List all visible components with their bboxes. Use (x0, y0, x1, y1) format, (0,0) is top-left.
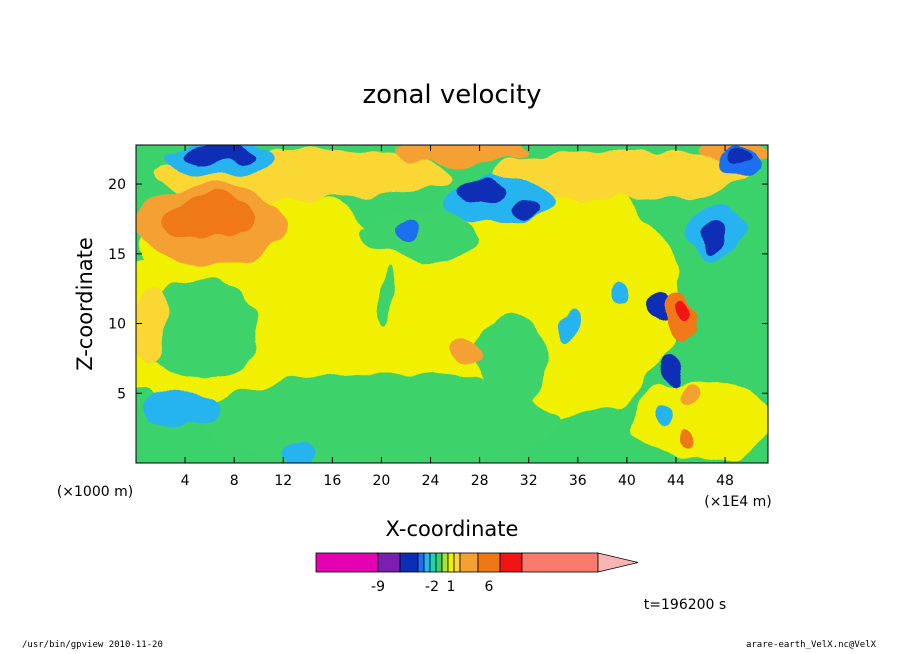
x-tick-label: 8 (230, 473, 239, 489)
colorbar (315, 552, 639, 573)
time-label: t=196200 s (644, 597, 726, 613)
colorbar-segment (447, 552, 455, 573)
colorbar-tick-label: 1 (447, 579, 456, 595)
x-unit-right: (×1E4 m) (704, 494, 771, 510)
chart-title: zonal velocity (362, 80, 541, 110)
y-axis-ticks: 5 10 15 20 (108, 177, 768, 402)
colorbar-segment (521, 552, 599, 573)
y-tick-label: 5 (117, 386, 126, 402)
x-tick-label: 32 (520, 473, 538, 489)
colorbar-segment (315, 552, 379, 573)
x-tick-label: 48 (716, 473, 734, 489)
y-tick-label: 10 (108, 317, 126, 333)
plot-area (136, 145, 768, 463)
colorbar-segment (453, 552, 461, 573)
colorbar-segment (499, 552, 523, 573)
x-tick-label: 4 (181, 473, 190, 489)
colorbar-arrow (597, 552, 639, 573)
contour-field (136, 145, 768, 463)
colorbar-segment (477, 552, 501, 573)
colorbar-segment (459, 552, 479, 573)
footer-right: arare-earth_VelX.nc@VelX (745, 640, 876, 650)
x-axis-ticks: 4 8 12 16 20 24 28 32 36 40 44 48 (181, 145, 734, 489)
x-tick-label: 16 (323, 473, 341, 489)
colorbar-tick-label: -2 (425, 579, 439, 595)
colorbar-tick-label: 6 (485, 579, 494, 595)
x-tick-label: 12 (274, 473, 292, 489)
y-tick-label: 15 (108, 247, 126, 263)
footer-left: /usr/bin/gpview 2010-11-20 (22, 640, 163, 650)
colorbar-segment (423, 552, 431, 573)
x-tick-label: 24 (422, 473, 440, 489)
x-tick-label: 20 (373, 473, 391, 489)
colorbar-segment (435, 552, 443, 573)
y-tick-label: 20 (108, 177, 126, 193)
plot-frame (135, 144, 769, 464)
colorbar-segment (429, 552, 437, 573)
x-tick-label: 40 (618, 473, 636, 489)
colorbar-segment (399, 552, 419, 573)
colorbar-segment (441, 552, 449, 573)
colorbar-tick-label: -9 (371, 579, 385, 595)
colorbar-segment (377, 552, 401, 573)
x-unit-left: (×1000 m) (57, 484, 133, 500)
x-tick-label: 44 (667, 473, 685, 489)
x-tick-label: 28 (471, 473, 489, 489)
colorbar-segment (417, 552, 425, 573)
colorbar-tick-labels: -9 -2 1 6 (371, 579, 494, 595)
x-axis-label: X-coordinate (386, 517, 519, 541)
x-tick-label: 36 (569, 473, 587, 489)
y-axis-label: Z-coordinate (73, 237, 97, 371)
